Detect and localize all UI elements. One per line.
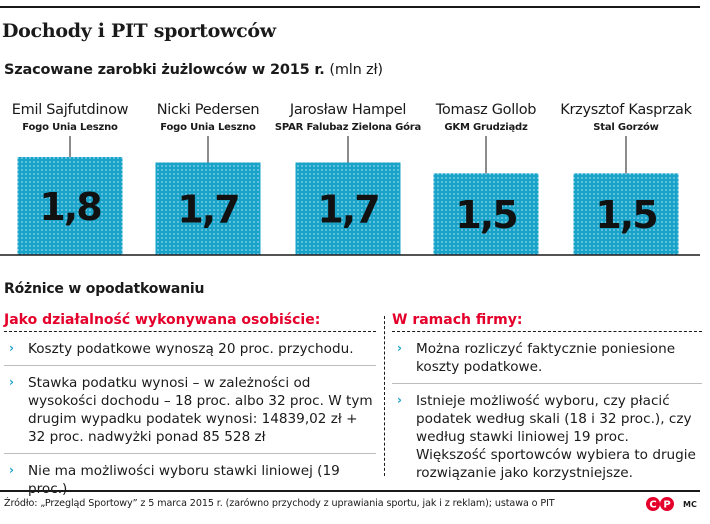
category-label: Krzysztof Kasprzak	[560, 102, 692, 118]
category-label: Tomasz Gollob	[435, 102, 536, 118]
svg-text:P: P	[663, 500, 670, 511]
company-heading: W ramach firmy:	[392, 312, 702, 332]
top-rule	[0, 6, 700, 8]
list-item-text: Stawka podatku wynosi – w zależności od …	[28, 375, 373, 445]
author-credit: MC	[683, 500, 697, 509]
list-item-text: Koszty podatkowe wynoszą 20 proc. przych…	[28, 341, 354, 357]
data-label: 1,7	[317, 188, 378, 232]
earnings-bar-chart: Emil Sajfutdinow Fogo Unia Leszno 1,8 Nicki…	[0, 102, 700, 256]
source-note: Źródło: „Przegląd Sportowy” z 5 marca 20…	[4, 498, 555, 509]
club-label: Fogo Unia Leszno	[22, 122, 118, 133]
taxation-section-title: Różnice w opodatkowaniu	[4, 281, 205, 297]
list-item: › Istnieje możliwość wyboru, czy płacić …	[392, 384, 702, 489]
club-label: Stal Gorzów	[593, 121, 658, 133]
data-label: 1,7	[177, 188, 238, 232]
club-label: SPAR Falubaz Zielona Góra	[275, 121, 421, 133]
category-label: Jarosław Hampel	[289, 102, 406, 118]
page-title: Dochody i PIT sportowców	[2, 20, 276, 42]
chart-bars: Emil Sajfutdinow Fogo Unia Leszno 1,8 Nicki…	[12, 102, 693, 255]
chart-unit: (mln zł)	[329, 62, 383, 78]
list-item-text: Można rozliczyć faktycznie poniesione ko…	[416, 341, 676, 375]
column-divider	[384, 316, 385, 476]
list-item: › Można rozliczyć faktycznie poniesione …	[392, 332, 702, 384]
list-item: › Stawka podatku wynosi – w zależności o…	[4, 366, 376, 454]
chevron-right-icon: ›	[397, 341, 402, 355]
chevron-right-icon: ›	[9, 463, 14, 477]
list-item-text: Nie ma możliwości wyboru stawki liniowej…	[28, 463, 340, 497]
list-item-text: Istnieje możliwość wyboru, czy płacić po…	[416, 393, 696, 481]
svg-text:C: C	[649, 500, 656, 511]
list-item: › Nie ma możliwości wyboru stawki liniow…	[4, 454, 376, 505]
personal-activity-heading: Jako działalność wykonywana osobiście:	[4, 312, 376, 332]
data-label: 1,5	[455, 193, 516, 237]
chevron-right-icon: ›	[9, 341, 14, 355]
bar	[573, 173, 679, 255]
data-label: 1,5	[595, 193, 656, 237]
chevron-right-icon: ›	[397, 393, 402, 407]
club-label: Fogo Unia Leszno	[160, 122, 256, 133]
personal-activity-column: Jako działalność wykonywana osobiście: ›…	[4, 312, 376, 505]
bar	[295, 162, 401, 255]
bar	[433, 173, 539, 255]
data-label: 1,8	[39, 185, 101, 229]
club-label: GKM Grudziądz	[444, 122, 528, 133]
bar	[17, 157, 123, 255]
company-column: W ramach firmy: › Można rozliczyć faktyc…	[392, 312, 702, 489]
chart-subtitle-text: Szacowane zarobki żużlowców w 2015 r.	[4, 62, 325, 78]
list-item: › Koszty podatkowe wynoszą 20 proc. przy…	[4, 332, 376, 366]
category-label: Nicki Pedersen	[157, 102, 260, 118]
chart-subtitle: Szacowane zarobki żużlowców w 2015 r. (m…	[4, 62, 383, 78]
bottom-rule	[0, 490, 700, 492]
category-label: Emil Sajfutdinow	[12, 102, 129, 118]
publisher-logo: C P	[646, 497, 674, 511]
chevron-right-icon: ›	[9, 375, 14, 389]
bar	[155, 162, 261, 255]
